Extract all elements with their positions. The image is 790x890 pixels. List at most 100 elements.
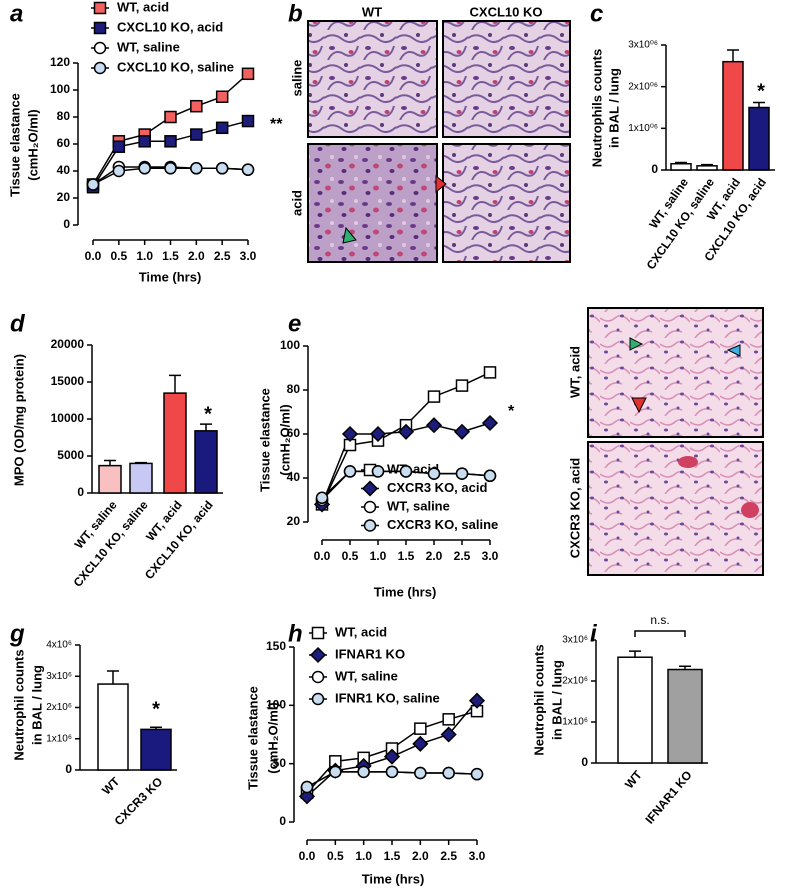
x-tick-label: 0.0 <box>299 849 316 863</box>
bar <box>696 165 718 171</box>
marker <box>357 765 370 779</box>
y-tick-label: 80 <box>57 109 71 123</box>
marker <box>190 99 203 113</box>
marker <box>298 788 316 805</box>
annotation: * <box>508 403 515 420</box>
bar <box>670 163 692 171</box>
marker <box>164 162 177 175</box>
panel-letter: a <box>10 0 23 27</box>
y-tick-label: 3x10⁶ <box>46 671 72 682</box>
error-bar <box>675 161 687 164</box>
marker <box>241 67 255 81</box>
marker <box>453 423 471 440</box>
panel-letter: c <box>590 0 603 27</box>
arrowhead <box>435 174 447 194</box>
bar <box>97 683 129 771</box>
x-tick-label: 2.5 <box>440 849 457 863</box>
legend-label: CXCR3 KO, acid <box>387 480 487 495</box>
x-tick-label: 2.0 <box>188 249 205 263</box>
y-axis-label: Tissue elastance <box>257 388 272 492</box>
y-tick-label: 2x10⁶ <box>562 676 588 687</box>
marker <box>164 110 177 124</box>
legend-label: CXCR3 KO, saline <box>387 517 498 532</box>
legend-label: CXCL10 KO, saline <box>117 59 234 74</box>
y-tick-label: 80 <box>287 382 301 396</box>
annotation: n.s. <box>650 613 669 627</box>
legend-label: CXCL10 KO, acid <box>117 19 223 34</box>
marker <box>412 735 429 752</box>
column-label: WT <box>362 4 382 19</box>
micrograph <box>307 143 438 263</box>
y-tick-label: 1x10⁶ <box>46 733 72 744</box>
x-axis-label: Time (hrs) <box>362 871 425 886</box>
error-bar <box>629 650 641 658</box>
error-bar <box>135 461 147 464</box>
y-tick-label: 0 <box>581 755 588 769</box>
marker <box>112 164 126 178</box>
y-tick-label: 60 <box>57 136 71 150</box>
x-tick-label: 3.0 <box>240 249 257 263</box>
y-tick-label: 3x10⁶ <box>562 635 588 646</box>
micrograph <box>442 143 571 263</box>
x-tick-label: 1.5 <box>162 249 179 263</box>
marker <box>112 140 126 153</box>
panel-letter: b <box>288 0 303 27</box>
marker <box>414 766 427 780</box>
y-axis-label: (cmH₂O/ml) <box>25 109 40 181</box>
error-bar <box>107 670 119 685</box>
y-tick-label: 0 <box>77 485 84 499</box>
marker <box>241 163 255 176</box>
error-bar <box>701 163 713 166</box>
y-tick-label: 15000 <box>51 374 85 388</box>
y-tick-label: 50 <box>273 756 287 770</box>
bar <box>667 668 703 764</box>
annotation: * <box>152 698 160 720</box>
legend-marker <box>311 626 325 640</box>
marker <box>397 423 415 440</box>
x-tick-label: 3.0 <box>482 549 499 563</box>
x-axis-label: Time (hrs) <box>374 584 437 599</box>
x-tick-label: 0.5 <box>342 549 359 563</box>
x-tick-label: 0.0 <box>85 249 102 263</box>
panel-letter: e <box>288 310 301 337</box>
y-tick-label: 20000 <box>51 337 85 351</box>
y-axis-label: in BAL / lung <box>606 68 621 148</box>
marker <box>442 713 455 726</box>
y-tick-label: 4x10⁶ <box>46 640 72 651</box>
legend-marker <box>93 41 107 55</box>
marker <box>369 425 387 443</box>
legend-marker <box>93 1 107 15</box>
y-tick-label: 1x10⁰⁶ <box>628 123 658 134</box>
arrowhead <box>342 226 357 244</box>
marker <box>329 765 342 779</box>
marker <box>190 128 203 141</box>
marker <box>138 162 151 175</box>
y-tick-label: 20 <box>57 190 71 204</box>
marker <box>190 162 203 175</box>
bar <box>163 392 187 494</box>
y-tick-label: 150 <box>266 639 286 653</box>
bar <box>194 430 218 494</box>
x-tick-label: 0.0 <box>314 549 331 563</box>
marker <box>455 379 469 392</box>
marker <box>483 366 497 379</box>
marker <box>343 465 357 478</box>
bar <box>722 60 744 171</box>
row-label: saline <box>289 60 304 97</box>
y-tick-label: 2x10⁶ <box>46 702 72 713</box>
micrograph <box>307 20 438 138</box>
bar <box>140 728 172 771</box>
marker <box>481 414 499 432</box>
x-tick-label: 1.0 <box>355 849 372 863</box>
legend-marker <box>311 692 325 706</box>
y-tick-label: 0 <box>65 762 72 776</box>
marker <box>215 90 229 103</box>
x-axis-label: Time (hrs) <box>139 269 202 284</box>
annotation: * <box>204 403 212 425</box>
arrowhead <box>631 397 647 414</box>
x-tick-label: 1.0 <box>136 249 153 263</box>
significance-bracket <box>634 630 686 637</box>
y-tick-label: 60 <box>287 426 301 440</box>
micrograph <box>587 441 764 576</box>
legend-marker <box>311 670 325 684</box>
